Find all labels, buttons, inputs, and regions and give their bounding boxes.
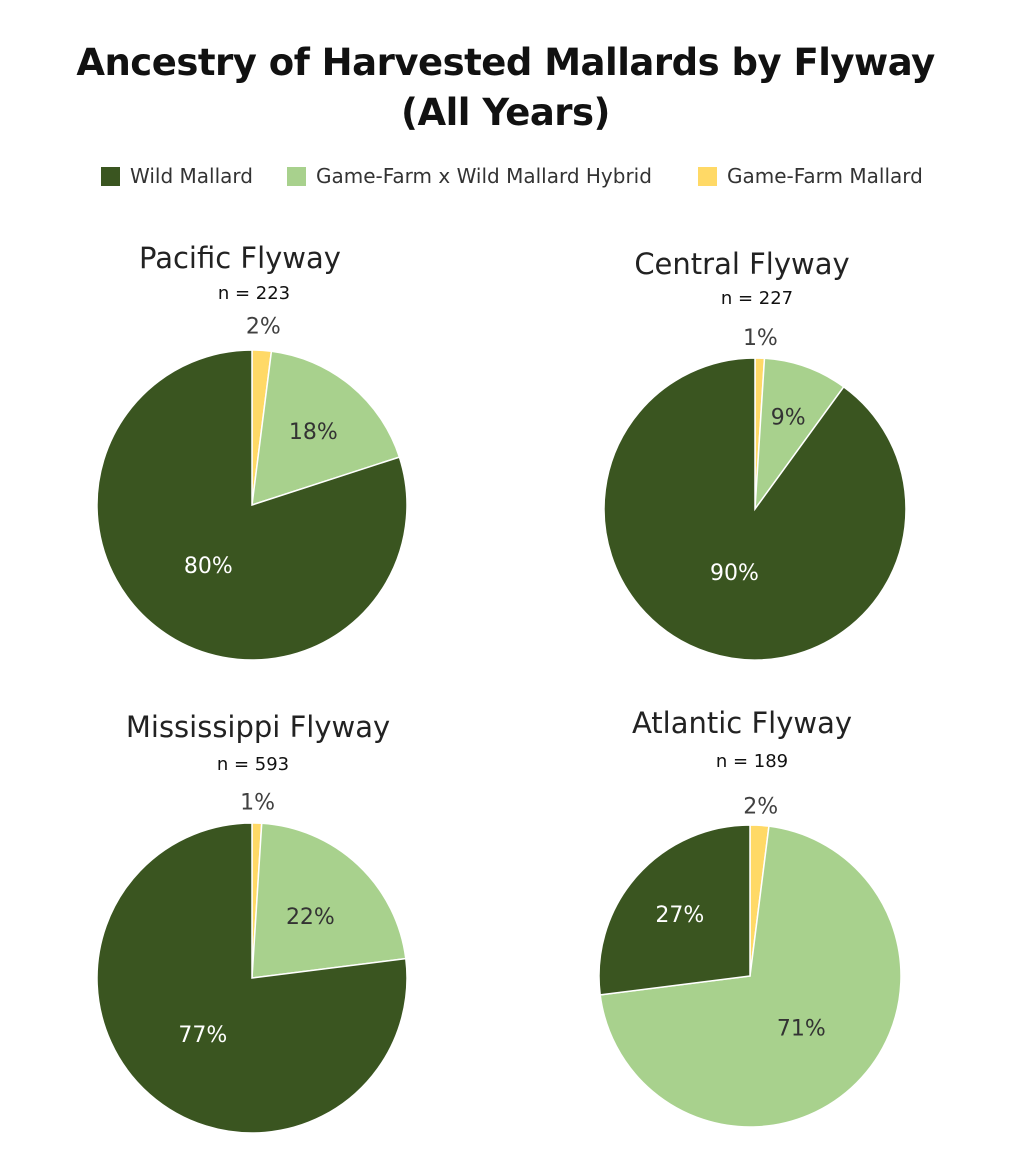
pacific-flyway-label-game-farm-mallard: 2% — [246, 315, 281, 340]
legend: Wild Mallard Game-Farm x Wild Mallard Hy… — [0, 164, 1011, 194]
central-flyway-label-game-farm-mallard: 1% — [743, 326, 778, 351]
atlantic-flyway-label-game-farm-mallard: 2% — [743, 795, 778, 820]
pacific-flyway-sample-size: n = 223 — [218, 283, 290, 304]
mississippi-flyway-label-wild-mallard: 77% — [178, 1023, 227, 1048]
legend-item-wild: Wild Mallard — [101, 164, 253, 188]
pacific-flyway-slice-wild-mallard — [96, 349, 408, 661]
mississippi-flyway-title: Mississippi Flyway — [126, 710, 390, 744]
chart-title-line-1: Ancestry of Harvested Mallards by Flyway — [76, 41, 935, 84]
mississippi-flyway-sample-size: n = 593 — [217, 754, 289, 775]
legend-label-gamefarm: Game-Farm Mallard — [727, 164, 923, 188]
central-flyway-slice-wild-mallard — [603, 357, 907, 661]
central-flyway-slice-game-farm-x-wild-mallard-hybrid — [754, 357, 845, 512]
legend-swatch-wild — [101, 166, 120, 186]
legend-label-wild: Wild Mallard — [130, 164, 253, 188]
pacific-flyway-title: Pacific Flyway — [139, 241, 341, 275]
legend-label-hybrid: Game-Farm x Wild Mallard Hybrid — [316, 164, 652, 188]
mississippi-flyway-slice-wild-mallard — [96, 822, 408, 1134]
legend-swatch-hybrid — [287, 166, 306, 186]
atlantic-flyway-sample-size: n = 189 — [716, 751, 788, 772]
legend-item-gamefarm: Game-Farm Mallard — [698, 164, 923, 188]
atlantic-flyway-slice-wild-mallard — [598, 824, 751, 996]
atlantic-flyway-label-game-farm-x-wild-mallard-hybrid: 71% — [777, 1016, 826, 1041]
atlantic-flyway-label-wild-mallard: 27% — [655, 903, 704, 928]
legend-item-hybrid: Game-Farm x Wild Mallard Hybrid — [287, 164, 652, 188]
central-flyway-label-wild-mallard: 90% — [710, 561, 759, 586]
chart-title: Ancestry of Harvested Mallards by Flyway… — [0, 38, 1011, 138]
central-flyway-sample-size: n = 227 — [721, 288, 793, 309]
mississippi-flyway-slice-game-farm-x-wild-mallard-hybrid — [251, 822, 407, 979]
central-flyway-label-game-farm-x-wild-mallard-hybrid: 9% — [771, 406, 806, 431]
chart-title-line-2: (All Years) — [401, 91, 610, 134]
mississippi-flyway-label-game-farm-mallard: 1% — [240, 790, 275, 815]
pacific-flyway-slice-game-farm-x-wild-mallard-hybrid — [251, 350, 401, 507]
legend-swatch-gamefarm — [698, 166, 717, 186]
pacific-flyway-label-wild-mallard: 80% — [184, 554, 233, 579]
mississippi-flyway-label-game-farm-x-wild-mallard-hybrid: 22% — [286, 905, 335, 930]
central-flyway-title: Central Flyway — [634, 247, 849, 281]
pacific-flyway-label-game-farm-x-wild-mallard-hybrid: 18% — [289, 420, 338, 445]
atlantic-flyway-title: Atlantic Flyway — [632, 706, 852, 740]
